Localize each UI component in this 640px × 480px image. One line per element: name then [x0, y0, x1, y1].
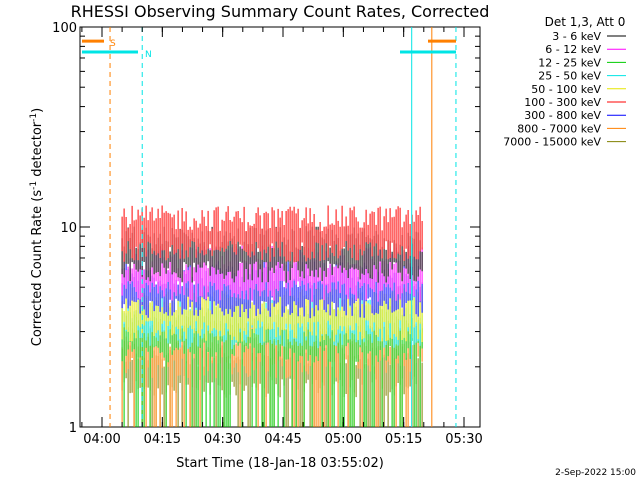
legend-label: 100 - 300 keV — [524, 96, 601, 109]
x-tick-label: 05:00 — [325, 432, 362, 447]
legend-label: 3 - 6 keV — [552, 30, 601, 43]
legend-label: 50 - 100 keV — [531, 83, 601, 96]
legend-label: 12 - 25 keV — [538, 56, 601, 69]
legend-label: 300 - 800 keV — [524, 109, 601, 122]
flag-label: N — [145, 50, 152, 60]
x-tick-label: 04:15 — [144, 432, 181, 447]
footer-date: 2-Sep-2022 15:00 — [555, 468, 636, 478]
legend-label: 25 - 50 keV — [538, 70, 601, 83]
x-tick-label: 04:00 — [83, 432, 120, 447]
chart-title: RHESSI Observing Summary Count Rates, Co… — [71, 2, 490, 21]
legend-label: 6 - 12 keV — [545, 43, 601, 56]
x-tick-label: 04:45 — [264, 432, 301, 447]
y-tick-label: 1 — [69, 421, 77, 436]
y-ticks: 1 10 100 — [52, 21, 480, 436]
x-ticks: 04:00 04:15 04:30 04:45 05:00 05:15 05:30 — [81, 27, 483, 447]
legend-title: Det 1,3, Att 0 — [545, 15, 626, 29]
x-axis-label: Start Time (18-Jan-18 03:55:02) — [176, 456, 384, 471]
x-tick-label: 05:15 — [385, 432, 422, 447]
legend-label: 800 - 7000 keV — [517, 122, 601, 135]
legend-label: 7000 - 15000 keV — [503, 136, 601, 149]
y-tick-label: 100 — [52, 21, 77, 36]
x-tick-label: 04:30 — [204, 432, 241, 447]
flag-markers: SN — [82, 39, 456, 60]
y-tick-label: 10 — [60, 221, 77, 236]
x-tick-label: 05:30 — [445, 432, 482, 447]
series-100-300keV-trace — [121, 205, 423, 263]
y-axis-label: Corrected Count Rate (s-1 detector-1) — [29, 108, 45, 346]
data-layer — [121, 205, 423, 427]
flag-label: S — [110, 39, 116, 49]
event-lines — [109, 27, 457, 427]
